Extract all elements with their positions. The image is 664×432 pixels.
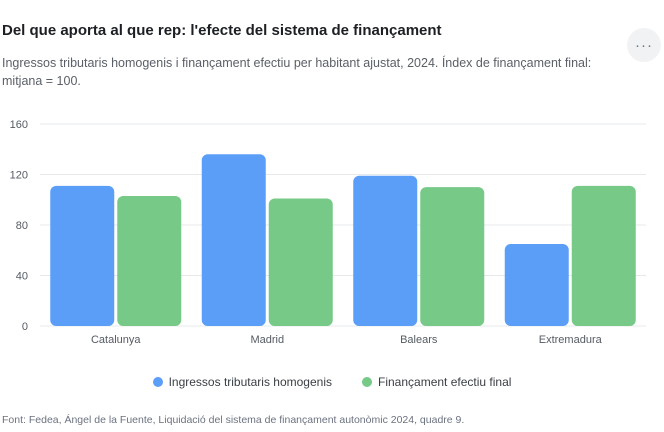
x-tick-label: Extremadura	[539, 334, 603, 346]
x-tick-label: Madrid	[250, 334, 284, 346]
bar-financament-madrid	[268, 198, 333, 326]
bar-ingressos-catalunya	[50, 185, 115, 326]
y-tick-label: 160	[10, 119, 28, 131]
bar-financament-extremadura	[571, 185, 636, 326]
y-tick-label: 40	[16, 271, 28, 283]
legend-dot-icon	[362, 377, 372, 387]
bar-financament-balears	[420, 187, 485, 326]
chart-legend: Ingressos tributaris homogenis Finançame…	[0, 375, 664, 389]
bar-chart: 0 40 80 120 160 Catalunya Madrid Balears Extrema…	[10, 119, 646, 346]
chart-subtitle: Ingressos tributaris homogenis i finança…	[2, 56, 592, 88]
more-options-button[interactable]: ···	[627, 28, 661, 62]
bar-ingressos-extremadura	[504, 243, 569, 326]
bar-ingressos-madrid	[201, 154, 266, 326]
y-tick-label: 120	[10, 170, 28, 182]
y-tick-label: 0	[22, 321, 28, 333]
legend-item-series-2[interactable]: Finançament efectiu final	[362, 375, 511, 389]
x-tick-label: Balears	[400, 334, 438, 346]
legend-item-series-1[interactable]: Ingressos tributaris homogenis	[152, 375, 332, 389]
source-note: Font: Fedea, Ángel de la Fuente, Liquida…	[2, 414, 465, 426]
bar-financament-catalunya	[117, 195, 182, 326]
legend-label: Finançament efectiu final	[378, 375, 512, 389]
legend-label: Ingressos tributaris homogenis	[168, 375, 332, 389]
bar-ingressos-balears	[353, 175, 418, 326]
legend-dot-icon	[152, 377, 163, 387]
y-tick-label: 80	[16, 220, 28, 232]
x-tick-label: Catalunya	[91, 334, 141, 346]
chart-title: Del que aporta al que rep: l'efecte del …	[2, 22, 442, 39]
